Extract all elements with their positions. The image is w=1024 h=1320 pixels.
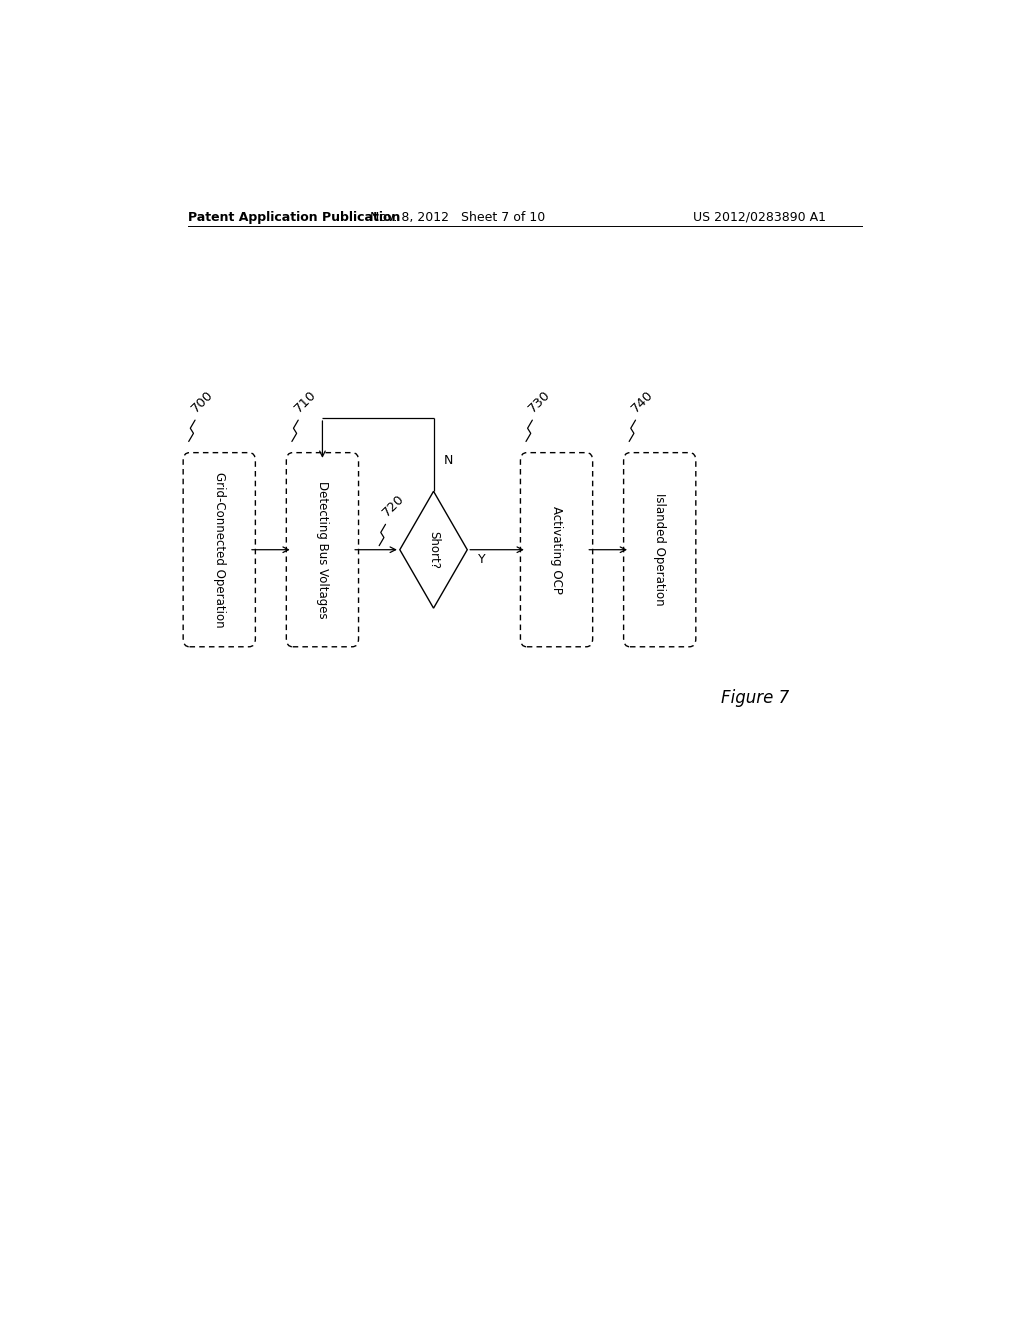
Text: 720: 720 bbox=[380, 492, 408, 519]
Text: Short?: Short? bbox=[427, 531, 440, 569]
Text: US 2012/0283890 A1: US 2012/0283890 A1 bbox=[693, 211, 826, 224]
Text: Islanded Operation: Islanded Operation bbox=[653, 494, 667, 606]
Text: Patent Application Publication: Patent Application Publication bbox=[187, 211, 400, 224]
Text: 740: 740 bbox=[629, 388, 656, 414]
Text: Activating OCP: Activating OCP bbox=[550, 506, 563, 594]
Text: Y: Y bbox=[477, 553, 485, 566]
Text: 730: 730 bbox=[526, 388, 553, 414]
Text: N: N bbox=[443, 454, 454, 467]
FancyBboxPatch shape bbox=[624, 453, 696, 647]
FancyBboxPatch shape bbox=[287, 453, 358, 647]
FancyBboxPatch shape bbox=[183, 453, 255, 647]
Text: 710: 710 bbox=[292, 388, 319, 414]
Text: Detecting Bus Voltages: Detecting Bus Voltages bbox=[316, 480, 329, 619]
FancyBboxPatch shape bbox=[520, 453, 593, 647]
Text: Nov. 8, 2012   Sheet 7 of 10: Nov. 8, 2012 Sheet 7 of 10 bbox=[370, 211, 545, 224]
Text: 700: 700 bbox=[188, 388, 216, 414]
Polygon shape bbox=[399, 491, 467, 609]
Text: Grid-Connected Operation: Grid-Connected Operation bbox=[213, 473, 225, 627]
Text: Figure 7: Figure 7 bbox=[721, 689, 790, 708]
